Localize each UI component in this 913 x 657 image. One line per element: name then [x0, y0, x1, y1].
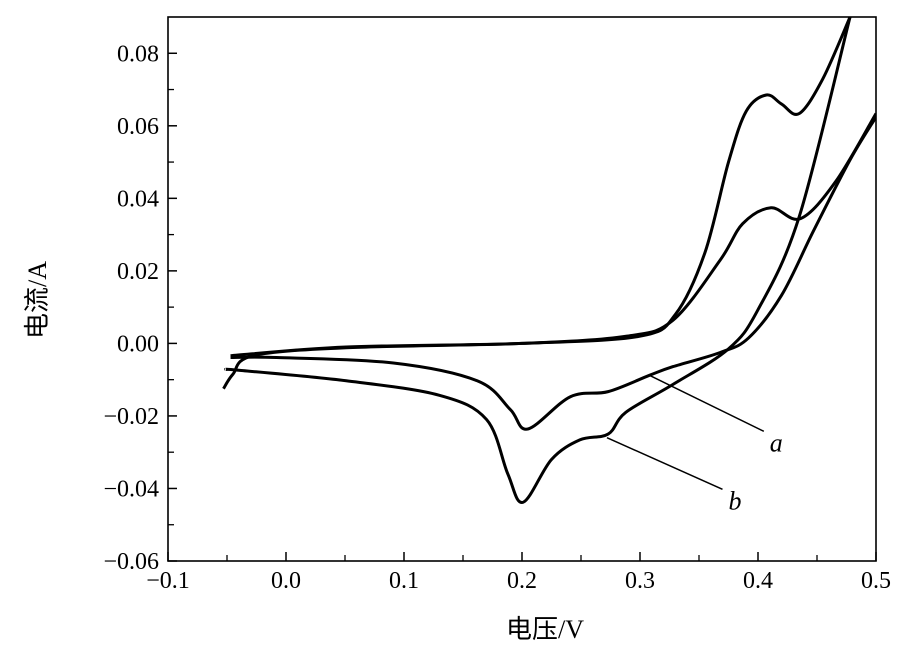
y-axis-label: 电流/A: [23, 261, 52, 339]
x-tick-label: 0.3: [625, 568, 655, 594]
x-tick-label: −0.1: [146, 568, 190, 594]
y-tick-label: 0.08: [117, 41, 159, 67]
x-tick-label: 0.4: [743, 568, 773, 594]
x-tick-label: 0.2: [507, 568, 537, 594]
y-tick-label: 0.04: [117, 186, 159, 212]
x-tick-label: 0.5: [861, 568, 891, 594]
y-tick-label: 0.02: [117, 259, 159, 285]
y-tick-label: −0.04: [103, 476, 159, 502]
x-axis-label: 电压/V: [506, 615, 584, 644]
y-tick-label: −0.02: [103, 404, 159, 430]
curve-b-forward: [222, 17, 852, 390]
curve-label-b: b: [729, 486, 742, 515]
x-tick-label: 0.1: [389, 568, 419, 594]
curve-a-forward: [230, 112, 876, 358]
x-tick-label: 0.0: [271, 568, 301, 594]
y-tick-label: −0.06: [103, 549, 159, 575]
curve-a-reverse: [230, 116, 876, 431]
curve-b-reverse: [224, 17, 852, 504]
y-tick-label: 0.00: [117, 331, 159, 357]
annotation-leader-line: [606, 437, 723, 491]
annotation-leader-line: [649, 374, 765, 432]
plot-frame: [167, 16, 877, 562]
y-tick-label: 0.06: [117, 114, 159, 140]
curve-label-a: a: [770, 428, 783, 457]
